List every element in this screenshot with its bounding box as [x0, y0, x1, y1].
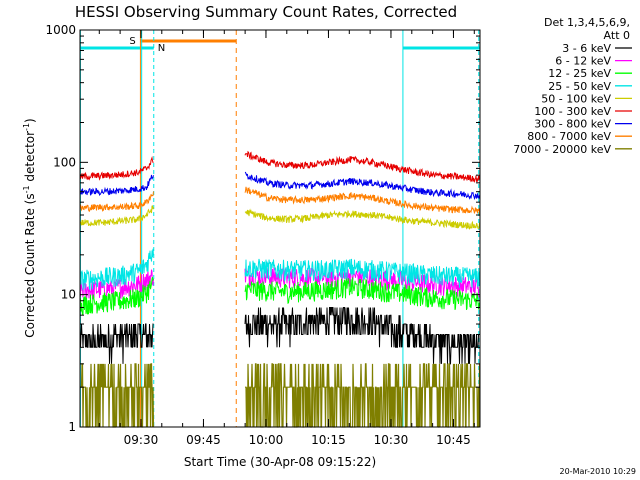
legend-label-1: 6 - 12 keV: [555, 55, 611, 68]
legend-label-5: 100 - 300 keV: [534, 105, 611, 118]
y-tick-label-3: 1000: [45, 23, 76, 37]
flag-s-label: S: [129, 36, 135, 47]
y-tick-label-1: 10: [61, 288, 76, 302]
legend-label-0: 3 - 6 keV: [562, 42, 611, 55]
legend-label-8: 7000 - 20000 keV: [513, 143, 611, 156]
x-tick-label-0: 09:30: [124, 433, 159, 447]
footer-date: 20-Mar-2010 10:29: [560, 467, 637, 476]
series-50-100keV: [79, 205, 480, 230]
series-100-300keV: [79, 150, 480, 184]
series-3-6keV: [79, 307, 480, 365]
x-tick-label-1: 09:45: [186, 433, 221, 447]
x-tick-label-5: 10:45: [436, 433, 471, 447]
series-300-800keV: [79, 171, 480, 200]
legend-header-2: Att 0: [604, 29, 630, 42]
series-25-50keV: [79, 248, 480, 291]
x-tick-label-4: 10:30: [374, 433, 409, 447]
x-tick-label-2: 10:00: [249, 433, 284, 447]
legend-label-4: 50 - 100 keV: [541, 92, 611, 105]
legend-header-1: Det 1,3,4,5,6,9,: [544, 16, 630, 29]
series-800-7000keV: [79, 186, 480, 215]
legend-label-3: 25 - 50 keV: [548, 80, 611, 93]
flag-n-label: N: [158, 43, 165, 54]
series-7000-20000keV: [80, 363, 481, 428]
chart-title: HESSI Observing Summary Count Rates, Cor…: [75, 3, 457, 21]
y-tick-label-0: 1: [68, 420, 76, 434]
x-tick-label-3: 10:15: [311, 433, 346, 447]
series-12-25keV: [79, 277, 480, 316]
legend-label-6: 300 - 800 keV: [534, 118, 611, 131]
y-tick-label-2: 100: [53, 155, 76, 169]
x-axis-label: Start Time (30-Apr-08 09:15:22): [184, 455, 376, 469]
plot-frame: [79, 29, 481, 428]
legend-label-2: 12 - 25 keV: [548, 67, 611, 80]
y-axis-label: Corrected Count Rate (s-1 detector-1): [22, 118, 37, 337]
legend-label-7: 800 - 7000 keV: [527, 130, 611, 143]
